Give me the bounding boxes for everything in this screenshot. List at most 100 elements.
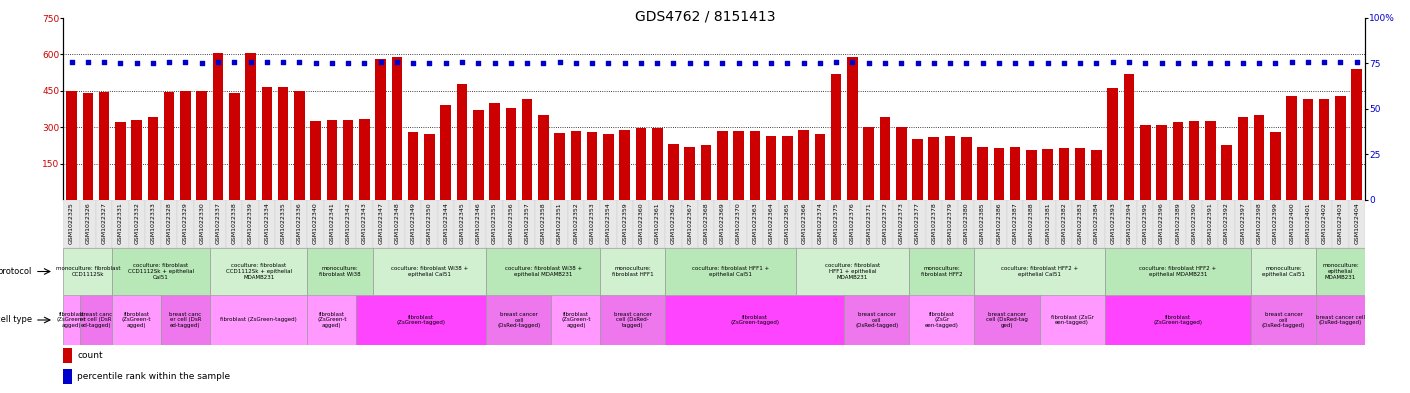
Text: GSM1022383: GSM1022383 (1077, 202, 1083, 244)
Text: fibroblast
(ZsGreen-tagged): fibroblast (ZsGreen-tagged) (730, 315, 780, 325)
Text: GSM1022388: GSM1022388 (1029, 202, 1034, 244)
Bar (798, 130, 809, 200)
Bar (1074, 148, 1086, 200)
Bar (372, 200, 389, 248)
Bar (261, 87, 272, 200)
Text: GSM1022332: GSM1022332 (134, 202, 140, 244)
Point (1215, 61, 1238, 67)
Text: GSM1022387: GSM1022387 (1012, 202, 1018, 244)
Bar (747, 200, 763, 248)
Bar (750, 131, 760, 200)
Point (207, 59, 230, 65)
Text: GSM1022391: GSM1022391 (1208, 202, 1213, 244)
Bar (99, 92, 110, 200)
Bar (959, 200, 974, 248)
Bar (295, 91, 305, 200)
Text: GSM1022351: GSM1022351 (557, 202, 563, 244)
Text: GSM1022361: GSM1022361 (654, 202, 660, 244)
Bar (327, 120, 337, 200)
Bar (666, 200, 681, 248)
Bar (1206, 121, 1215, 200)
Text: GSM1022376: GSM1022376 (850, 202, 854, 244)
Bar (1218, 200, 1235, 248)
Text: fibroblast
(ZsGreen-t
agged): fibroblast (ZsGreen-t agged) (56, 312, 86, 328)
Text: breast cancer
cell (DsRed-tag
ged): breast cancer cell (DsRed-tag ged) (986, 312, 1028, 328)
Text: GSM1022334: GSM1022334 (264, 202, 269, 244)
Text: GSM1022404: GSM1022404 (1354, 202, 1359, 244)
Bar (974, 295, 1039, 345)
Point (922, 61, 945, 67)
Bar (66, 91, 78, 200)
Bar (651, 129, 663, 200)
Bar (616, 200, 633, 248)
Bar (357, 295, 486, 345)
Text: GSM1022329: GSM1022329 (183, 202, 188, 244)
Bar (63, 295, 80, 345)
Point (907, 61, 929, 67)
Point (1004, 61, 1026, 67)
Bar (1235, 200, 1251, 248)
Point (825, 59, 847, 65)
Text: protocol: protocol (0, 267, 31, 276)
Point (1248, 61, 1270, 67)
Bar (405, 200, 422, 248)
Point (987, 61, 1010, 67)
Bar (977, 147, 988, 200)
Bar (1300, 200, 1316, 248)
Point (678, 61, 701, 67)
Point (971, 61, 994, 67)
Point (1101, 59, 1124, 65)
Bar (1270, 132, 1280, 200)
Point (939, 61, 962, 67)
Bar (601, 200, 616, 248)
Text: GSM1022371: GSM1022371 (866, 202, 871, 244)
Point (1297, 59, 1320, 65)
Bar (503, 200, 519, 248)
Bar (1316, 200, 1332, 248)
Bar (783, 136, 792, 200)
Text: fibroblast
(ZsGreen-t
agged): fibroblast (ZsGreen-t agged) (561, 312, 591, 328)
Text: GSM1022402: GSM1022402 (1321, 202, 1327, 244)
Text: GSM1022353: GSM1022353 (589, 202, 595, 244)
Bar (929, 137, 939, 200)
Bar (991, 200, 1007, 248)
Text: fibroblast (ZsGreen-tagged): fibroblast (ZsGreen-tagged) (220, 318, 298, 323)
Bar (845, 200, 860, 248)
Bar (424, 134, 434, 200)
Text: GSM1022347: GSM1022347 (378, 202, 384, 244)
Bar (63, 200, 80, 248)
Bar (649, 200, 666, 248)
Point (305, 61, 327, 67)
Point (1118, 59, 1141, 65)
Bar (536, 200, 551, 248)
Text: GSM1022373: GSM1022373 (898, 202, 904, 244)
Point (646, 61, 668, 67)
Bar (1318, 99, 1330, 200)
Bar (470, 200, 486, 248)
Point (792, 61, 815, 67)
Text: GSM1022389: GSM1022389 (1176, 202, 1180, 244)
Text: GSM1022372: GSM1022372 (883, 202, 887, 244)
Bar (1104, 248, 1251, 295)
Text: fibroblast
(ZsGr
een-tagged): fibroblast (ZsGr een-tagged) (925, 312, 959, 328)
Bar (243, 200, 258, 248)
Bar (506, 108, 516, 200)
Bar (1203, 200, 1218, 248)
Bar (1251, 248, 1316, 295)
Point (1183, 61, 1206, 67)
Text: GSM1022356: GSM1022356 (509, 202, 513, 244)
Point (223, 59, 245, 65)
Bar (63, 348, 72, 363)
Point (1134, 61, 1156, 67)
Bar (292, 200, 307, 248)
Text: GSM1022384: GSM1022384 (1094, 202, 1098, 244)
Point (1069, 61, 1091, 67)
Text: GSM1022357: GSM1022357 (525, 202, 530, 244)
Point (369, 59, 392, 65)
Point (1265, 61, 1287, 67)
Bar (601, 248, 666, 295)
Bar (440, 105, 451, 200)
Point (516, 61, 539, 67)
Text: coculture: fibroblast
CCD1112Sk + epithelial
MDAMB231: coculture: fibroblast CCD1112Sk + epithe… (226, 263, 292, 280)
Text: GSM1022394: GSM1022394 (1127, 202, 1131, 244)
